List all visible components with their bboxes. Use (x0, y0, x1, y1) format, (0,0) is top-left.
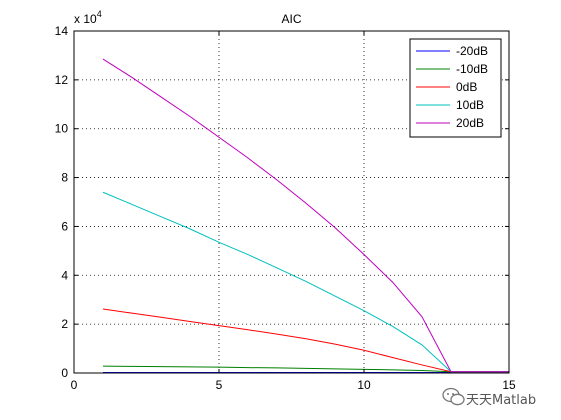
y-tick-label: 6 (61, 219, 68, 233)
y-tick-label: 4 (61, 268, 68, 282)
x-tick-label: 15 (502, 378, 516, 392)
x-tick-label: 10 (357, 378, 371, 392)
chart-title: AIC (281, 12, 301, 26)
series-line-10dB (102, 191, 509, 373)
series-line-0dB (102, 308, 509, 373)
wechat-icon (442, 387, 465, 406)
legend-label--20dB: -20dB (456, 44, 488, 58)
y-tick-label: 8 (61, 171, 68, 185)
series-line--10dB (102, 365, 509, 373)
legend-box (409, 38, 502, 138)
legend-label--10dB: -10dB (456, 62, 488, 76)
x-tick-label: 5 (216, 378, 223, 392)
y-tick-label: 12 (55, 73, 69, 87)
y-multiplier-exponent: 4 (97, 9, 102, 19)
y-tick-label: 0 (61, 366, 68, 380)
y-tick-label: 14 (55, 24, 69, 38)
x-tick-label: 0 (71, 378, 78, 392)
y-multiplier-base: x 10 (74, 12, 97, 26)
legend-label-10dB: 10dB (456, 98, 484, 112)
legend: -20dB -10dB 0dB 10dB 20dB (409, 38, 502, 138)
y-axis-multiplier: x 104 (74, 9, 102, 26)
y-tick-label: 2 (61, 317, 68, 331)
series-line-20dB (102, 58, 509, 373)
y-tick-label: 10 (55, 122, 69, 136)
watermark: 天天Matlab (442, 387, 536, 408)
axes-box (73, 30, 510, 374)
watermark-text: 天天Matlab (466, 393, 536, 408)
legend-label-20dB: 20dB (456, 116, 484, 130)
legend-label-0dB: 0dB (456, 80, 477, 94)
